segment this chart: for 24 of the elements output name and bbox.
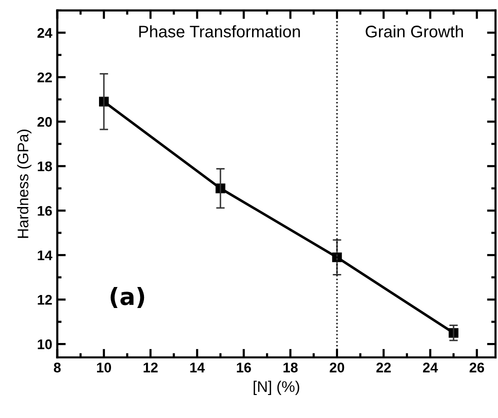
y-tick-label: 22 bbox=[37, 72, 52, 82]
x-axis-title: [N] (%) bbox=[254, 380, 300, 395]
y-tick-label: 14 bbox=[38, 250, 52, 260]
y-tick-label: 12 bbox=[38, 294, 52, 305]
y-tick-label: 20 bbox=[37, 116, 52, 127]
annotation: Grain Growth bbox=[366, 25, 463, 38]
point bbox=[332, 252, 342, 262]
x-tick-label: 18 bbox=[284, 362, 298, 372]
y-tick-label: 24 bbox=[37, 28, 52, 38]
annotation: Phase Transformation bbox=[139, 25, 300, 38]
x-tick-label: 10 bbox=[97, 362, 112, 372]
x-tick-label: 16 bbox=[236, 362, 251, 372]
x-tick-label: 22 bbox=[376, 362, 391, 372]
x-tick-label: 12 bbox=[144, 362, 158, 372]
x-tick-label: 14 bbox=[190, 362, 205, 372]
annotation: (a) bbox=[110, 287, 144, 308]
x-tick-label: 20 bbox=[330, 362, 344, 372]
y-tick-label: 10 bbox=[38, 339, 52, 350]
x-tick-label: 24 bbox=[423, 362, 438, 372]
y-axis-title: Hardness (GPa) bbox=[17, 130, 32, 238]
x-tick-label: 8 bbox=[54, 362, 61, 372]
y-tick-label: 18 bbox=[38, 161, 52, 172]
x-tick-label: 26 bbox=[470, 362, 484, 372]
y-tick-label: 16 bbox=[38, 206, 52, 216]
